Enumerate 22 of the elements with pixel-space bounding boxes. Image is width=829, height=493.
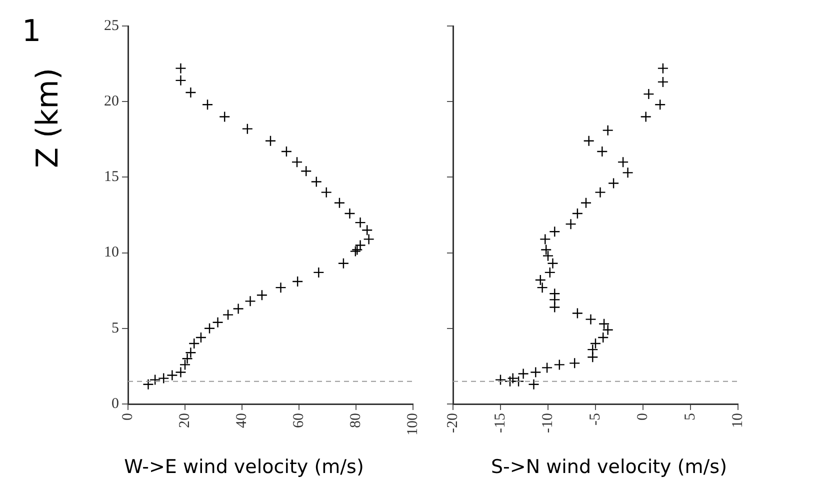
x-tick-label: -15 xyxy=(492,413,508,433)
x-tick-label: 0 xyxy=(120,413,136,420)
y-tick-label: 10 xyxy=(104,244,119,261)
text: 1 xyxy=(22,14,42,49)
x-tick-label: -20 xyxy=(444,413,461,433)
x-tick-label: 60 xyxy=(290,413,307,428)
x-tick-label: 40 xyxy=(234,413,250,428)
x-tick-label: 20 xyxy=(176,413,193,428)
y-tick-label: 15 xyxy=(104,169,119,186)
x-axis-title: S->N wind velocity (m/s) xyxy=(490,456,728,478)
x-tick-label: -10 xyxy=(540,413,556,433)
y-tick-label: 5 xyxy=(112,320,119,336)
y-tick-label: 25 xyxy=(104,18,119,34)
x-tick-label: -5 xyxy=(587,413,604,426)
x-tick-label: 5 xyxy=(682,413,698,420)
y-axis-title: Z (km) xyxy=(30,68,66,168)
y-tick-label: 20 xyxy=(104,94,119,110)
x-axis-title: W->E wind velocity (m/s) xyxy=(123,456,365,478)
x-tick-label: 80 xyxy=(348,413,364,428)
x-tick-label: 0 xyxy=(634,413,651,420)
x-tick-label: 10 xyxy=(730,413,746,428)
x-tick-label: 100 xyxy=(404,413,421,436)
